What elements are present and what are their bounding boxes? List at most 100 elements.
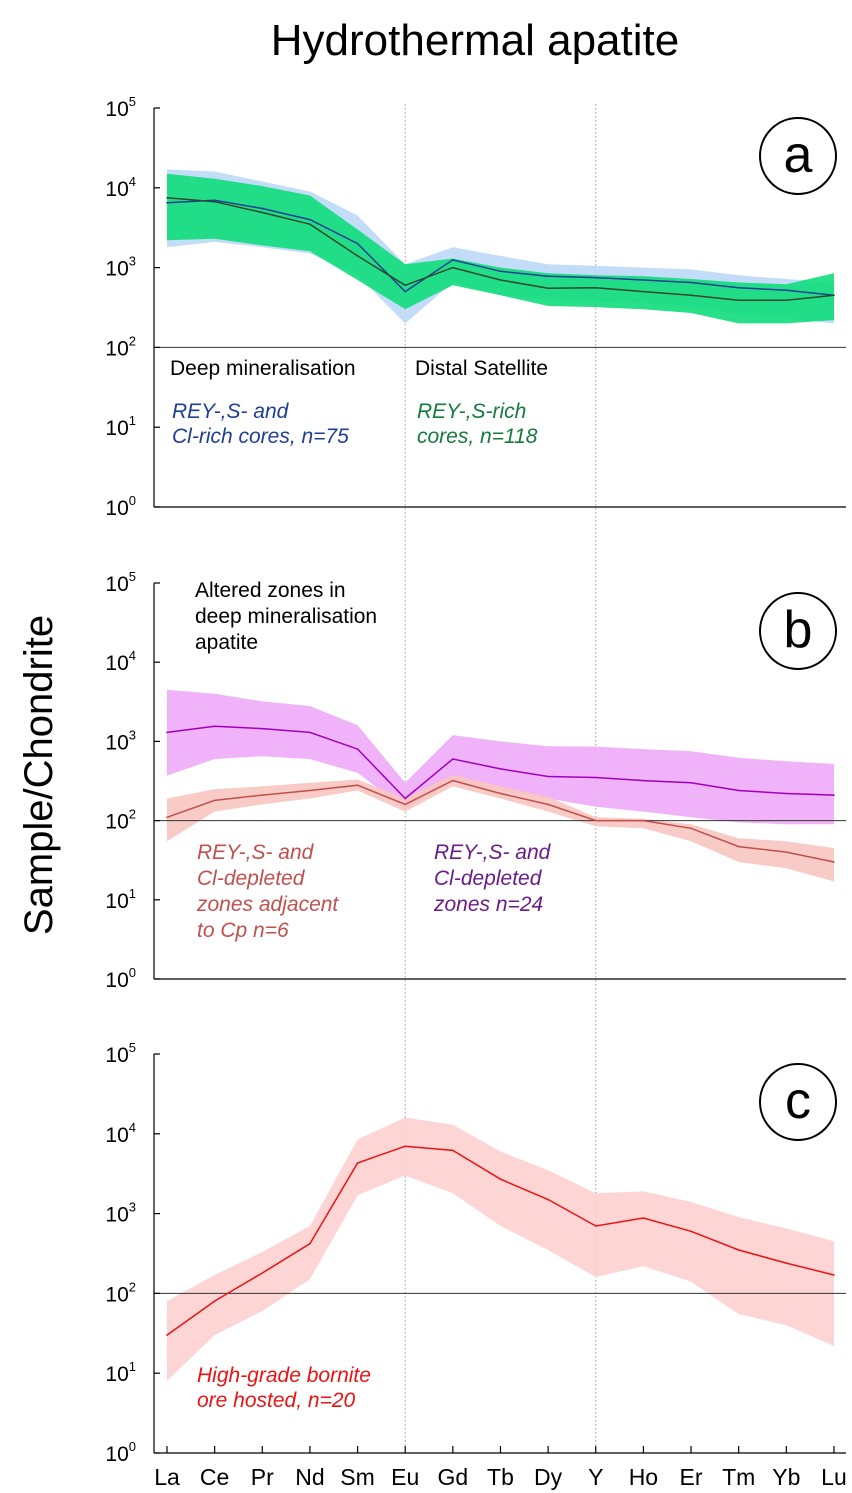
panel-c-series-1-point-er: [690, 1230, 692, 1233]
panel-a-series-1-point-y: [594, 276, 597, 279]
panel-b-series-2-point-er: [690, 827, 692, 830]
panel-b-series-2-point-gd: [452, 779, 454, 782]
x-tick-label-lu: Lu: [821, 1464, 847, 1490]
panel-b-series-1-point-tb: [499, 768, 502, 770]
panel-c-annotation-1: High-grade bornite ore hosted, n=20: [197, 1364, 371, 1412]
panel-b-series-1-point-ce: [213, 725, 216, 728]
panel-a-series-2-point-yb: [785, 299, 788, 302]
panel-c-band-1: [167, 1117, 834, 1381]
panel-a-series-1-point-gd: [452, 259, 454, 261]
panel-c-series-1-point-eu: [404, 1145, 407, 1147]
panel-b-y-tick-label-2: 102: [105, 807, 136, 834]
x-tick-label-er: Er: [680, 1464, 703, 1490]
panel-a-series-1-point-nd: [309, 218, 311, 221]
panel-c-series-1-point-y: [594, 1225, 597, 1227]
panel-a-series-1-point-sm: [356, 242, 359, 245]
panel-b-series-2-point-ce: [213, 799, 216, 802]
x-tick-label-ce: Ce: [200, 1464, 229, 1490]
panel-a-series-2-point-er: [690, 294, 692, 297]
panel-b-series-2-point-tm: [737, 845, 740, 848]
panel-b-series-1-point-er: [690, 782, 692, 784]
panels-layer: 100 101 102 103 104 105 a Deep mineralisation Di…: [105, 94, 846, 1466]
panel-c-letter-circle: [759, 1063, 837, 1141]
panel-b-y-tick-label-1: 101: [105, 886, 136, 913]
panel-a-annotation-2: Distal Satellite: [415, 357, 548, 380]
panel-c-y-tick-label-3: 103: [105, 1200, 136, 1227]
panel-a-series-2-point-nd: [309, 223, 311, 225]
panel-c-series-1-point-dy: [547, 1198, 549, 1201]
panel-c-letter: c: [785, 1072, 811, 1130]
panel-b-series-1-point-pr: [261, 727, 264, 730]
panel-a-y-tick-label-1: 101: [105, 413, 136, 440]
panel-a-series-2-point-lu: [833, 294, 835, 297]
panel-b-series-2-point-tb: [499, 792, 502, 795]
panel-a-series-2-point-pr: [261, 211, 264, 214]
panel-c-y-tick-label-2: 102: [105, 1279, 136, 1306]
panel-a-series-1-point-dy: [547, 275, 549, 278]
panel-c-series-1-point-nd: [309, 1242, 311, 1245]
panel-c: 100 101 102 103 104 105 c High-grade bornite ore…: [105, 1040, 846, 1466]
panel-c-series-1-point-tm: [737, 1249, 740, 1251]
panel-a-y-tick-label-5: 105: [105, 94, 136, 121]
panel-c-series-1-point-yb: [785, 1262, 788, 1264]
panel-b-y-tick-label-3: 103: [105, 727, 136, 754]
panel-a-series-1-point-tb: [499, 270, 502, 273]
x-tick-label-y: Y: [588, 1464, 603, 1490]
panel-a-series-1-point-eu: [404, 290, 407, 293]
panel-b-series-2-point-dy: [547, 803, 549, 806]
panel-a-series-2-point-eu: [404, 284, 407, 287]
panel-b-series-1-point-ho: [642, 779, 645, 782]
x-tick-label-ho: Ho: [629, 1464, 658, 1490]
panel-b-series-2-point-eu: [404, 803, 407, 806]
panel-c-series-1-point-pr: [261, 1272, 264, 1274]
panel-a-annotation-4: REY-,S-rich cores, n=118: [417, 400, 538, 448]
panel-b-series-1-point-dy: [547, 775, 549, 778]
panel-c-series-1-point-ce: [213, 1300, 216, 1302]
panel-a-annotation-1: Deep mineralisation: [170, 357, 356, 380]
panel-c-y-tick-label-0: 100: [105, 1439, 136, 1466]
panel-c-series-1-point-ho: [642, 1217, 645, 1219]
panel-a-series-1-point-yb: [785, 289, 788, 292]
panel-b-series-2-point-ho: [642, 819, 645, 822]
panel-a-y-tick-label-0: 100: [105, 493, 136, 520]
panel-b: 100 101 102 103 104 105 b Altered zones in deep …: [105, 569, 846, 992]
panel-b-letter-circle: [759, 592, 837, 670]
panel-b-series-2-point-nd: [309, 789, 311, 792]
panel-a-letter-circle: [759, 117, 837, 195]
panel-a-series-2-point-la: [166, 196, 168, 199]
panel-b-series-1-point-eu: [404, 797, 407, 800]
panel-b-annotation-2: REY-,S- and Cl-depleted zones adjacent to C…: [196, 841, 339, 942]
panel-c-y-tick-label-4: 104: [105, 1120, 136, 1147]
x-tick-label-dy: Dy: [534, 1464, 563, 1490]
panel-a-series-2-point-tm: [737, 299, 740, 302]
panel-a-y-tick-label-2: 102: [105, 333, 136, 360]
chart-title: Hydrothermal apatite: [271, 16, 679, 65]
panel-a-series-2-point-ho: [642, 290, 645, 293]
panel-c-y-tick-label-1: 101: [105, 1359, 136, 1386]
panel-b-series-2-point-y: [594, 819, 597, 822]
panel-a-series-1-point-la: [166, 201, 168, 204]
panel-b-y-tick-label-4: 104: [105, 648, 136, 675]
x-tick-label-sm: Sm: [340, 1464, 375, 1490]
panel-b-y-tick-label-0: 100: [105, 965, 136, 992]
panel-b-letter: b: [784, 601, 813, 659]
panel-b-band-1: [167, 689, 834, 825]
x-tick-label-nd: Nd: [295, 1464, 324, 1490]
panel-a-series-2-point-ce: [213, 200, 216, 203]
panel-b-series-2-point-yb: [785, 851, 788, 853]
panel-b-series-1-point-la: [166, 731, 168, 734]
panel-b-series-1-point-sm: [356, 748, 359, 750]
x-tick-label-tb: Tb: [487, 1464, 514, 1490]
panel-a-series-2-point-y: [594, 286, 597, 289]
panel-b-series-1-point-tm: [737, 789, 740, 792]
panel-b-series-2-point-lu: [833, 861, 835, 863]
x-tick-label-tm: Tm: [722, 1464, 755, 1490]
panel-b-band-2: [167, 774, 834, 882]
panel-b-series-1-point-y: [594, 776, 597, 779]
panel-c-series-1-point-lu: [833, 1274, 835, 1276]
panel-b-series-1-point-nd: [309, 731, 311, 734]
panel-b-series-2-point-pr: [261, 794, 264, 796]
x-axis: La Ce Pr Nd Sm Eu Gd Tb Dy Y Ho Er Tm Yb Lu: [154, 1446, 847, 1490]
x-tick-label-gd: Gd: [437, 1464, 468, 1490]
